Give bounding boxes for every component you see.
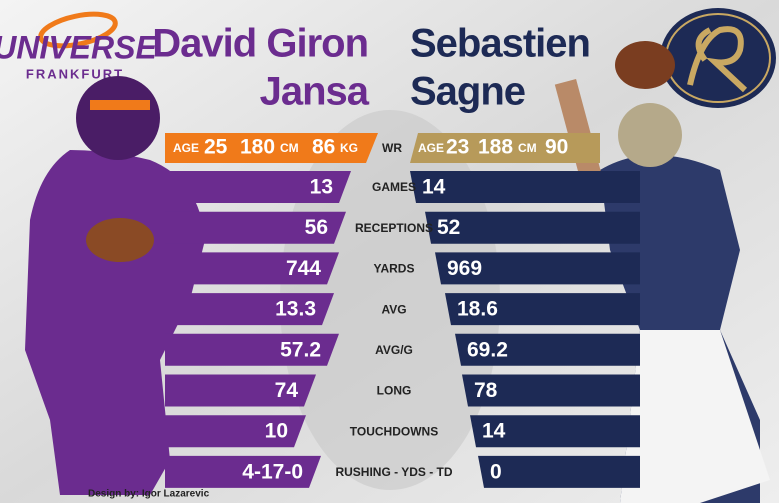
left-weight: 86 <box>312 136 335 159</box>
right-bar <box>462 374 640 407</box>
left-height: 180 <box>240 136 275 159</box>
right-age-label: AGE <box>418 141 444 155</box>
left-first-name: David Giron <box>152 22 368 66</box>
right-value: 969 <box>447 257 482 280</box>
left-bar <box>165 333 339 366</box>
left-bar <box>165 415 306 448</box>
left-value: 74 <box>275 379 299 402</box>
stat-label: GAMES <box>372 180 416 194</box>
left-value: 57.2 <box>280 338 321 361</box>
left-info-bar <box>165 133 378 163</box>
left-logo: UNIVERSE FRANKFURT <box>0 11 158 81</box>
stat-label: RECEPTIONS <box>355 221 433 235</box>
right-bar <box>425 211 640 244</box>
right-weight: 90 <box>545 136 568 159</box>
stat-label: AVG/G <box>375 343 413 357</box>
position: WR <box>382 141 402 155</box>
right-value: 69.2 <box>467 338 508 361</box>
logo-city: FRANKFURT <box>26 66 124 81</box>
stat-label: AVG <box>381 302 406 316</box>
right-height: 188 <box>478 136 513 159</box>
right-bar <box>455 333 640 366</box>
stat-label: TOUCHDOWNS <box>350 424 438 438</box>
right-bar <box>478 455 640 488</box>
right-age: 23 <box>446 136 469 159</box>
right-value: 78 <box>474 379 498 402</box>
right-bar <box>435 252 640 285</box>
left-age: 25 <box>204 136 228 159</box>
background-photo <box>280 110 500 490</box>
right-bar <box>470 415 640 448</box>
left-bar <box>165 211 346 244</box>
credit: Design by: Igor Lazarevic <box>88 489 210 500</box>
right-bar <box>410 171 640 203</box>
left-value: 56 <box>305 216 328 239</box>
right-logo <box>660 8 776 108</box>
stat-rows: 13 14 GAMES 56 52 RECEPTIONS 744 969 YARDS 13.3 18… <box>165 171 640 488</box>
left-bar <box>165 293 334 326</box>
left-last-name: Jansa <box>260 70 370 114</box>
left-value: 4-17-0 <box>242 460 303 483</box>
stat-label: LONG <box>377 384 412 398</box>
left-height-unit: CM <box>280 141 299 155</box>
right-value: 0 <box>490 460 502 483</box>
left-bar <box>165 171 351 203</box>
left-bar <box>165 455 321 488</box>
logo-name: UNIVERSE <box>0 29 158 65</box>
left-bar <box>165 374 316 407</box>
right-first-name: Sebastien <box>410 22 590 66</box>
right-value: 18.6 <box>457 298 498 321</box>
left-value: 744 <box>286 257 321 280</box>
left-value: 13.3 <box>275 298 316 321</box>
left-weight-unit: KG <box>340 141 358 155</box>
right-value: 52 <box>437 216 460 239</box>
stat-label: RUSHING - YDS - TD <box>335 465 452 479</box>
right-info-bar <box>410 133 600 163</box>
stat-label: YARDS <box>374 262 415 276</box>
right-height-unit: CM <box>518 141 537 155</box>
right-bar <box>445 293 640 326</box>
left-value: 10 <box>265 420 288 443</box>
left-value: 13 <box>310 176 333 199</box>
right-value: 14 <box>482 420 506 443</box>
left-age-label: AGE <box>173 141 199 155</box>
right-last-name: Sagne <box>410 70 525 114</box>
left-player-photo <box>25 76 205 495</box>
right-value: 14 <box>422 176 446 199</box>
left-bar <box>165 252 339 285</box>
